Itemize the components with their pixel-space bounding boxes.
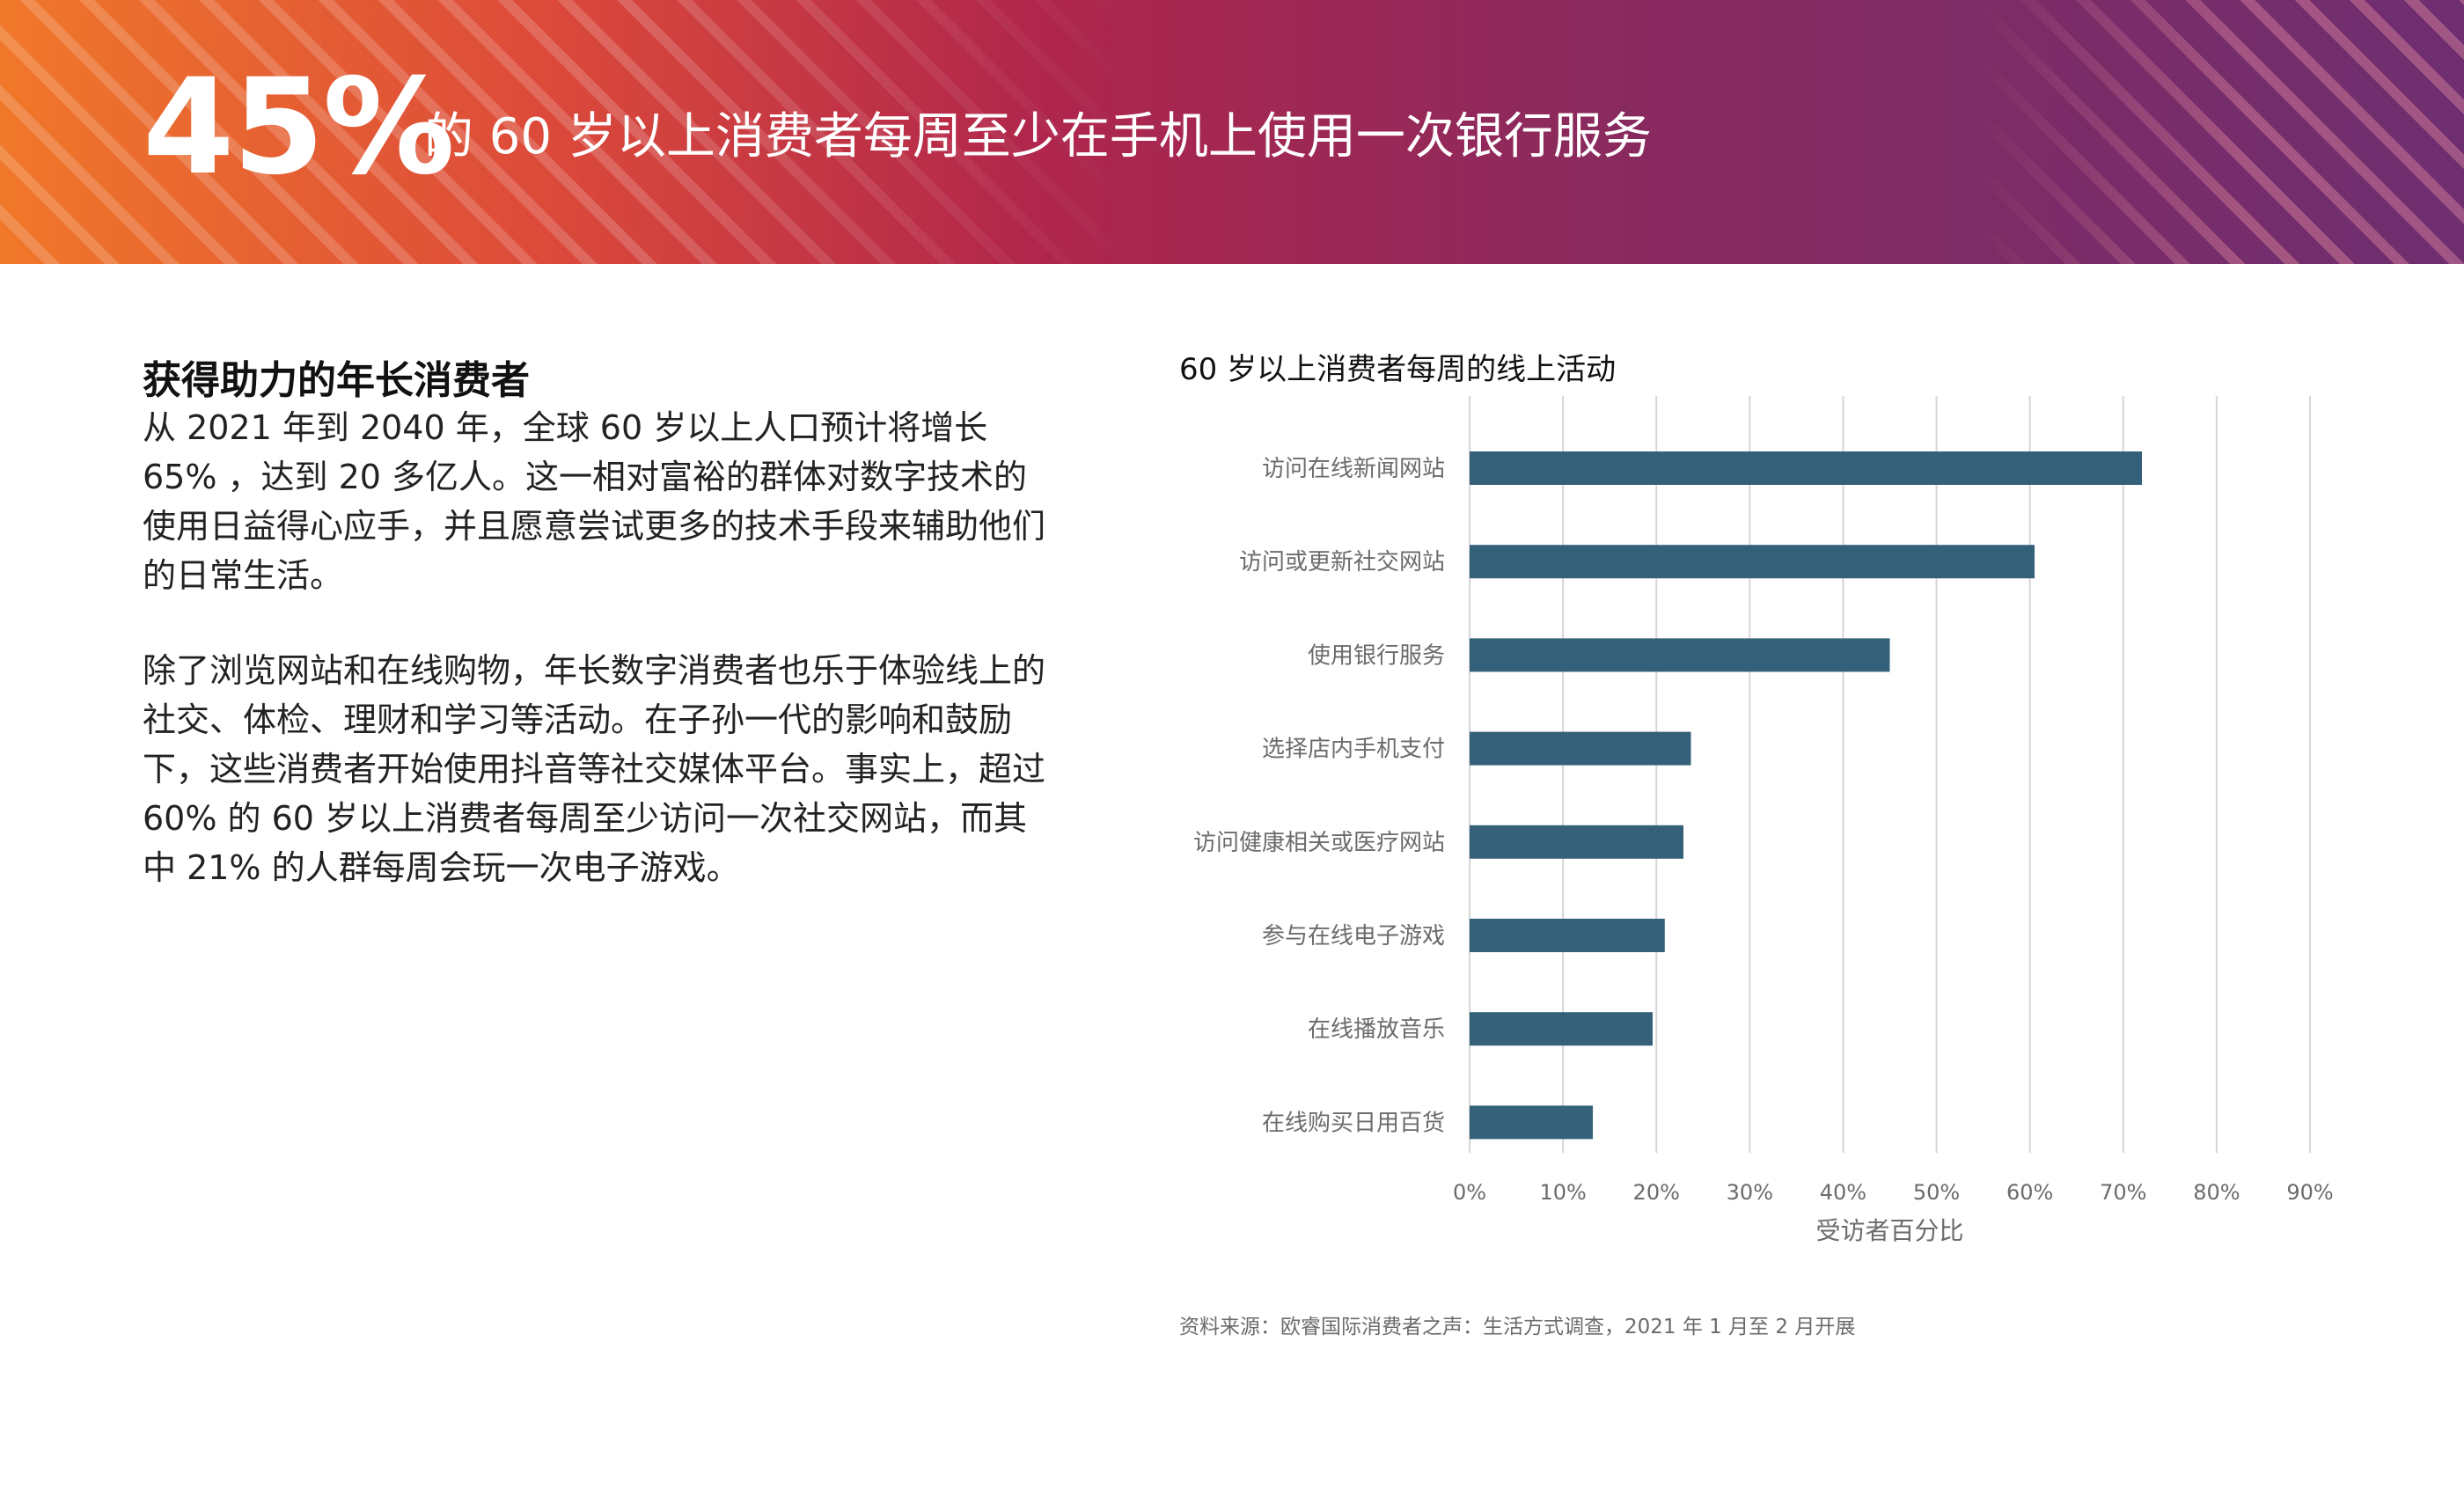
header-banner: 45% 的 60 岁以上消费者每周至少在手机上使用一次银行服务 — [0, 0, 2464, 264]
x-tick-label: 20% — [1633, 1180, 1680, 1205]
category-label: 参与在线电子游戏 — [1262, 923, 1445, 950]
body-paragraph-2: 除了浏览网站和在线购物，年长数字消费者也乐于体验线上的社交、体检、理财和学习等活… — [143, 651, 1046, 887]
bar — [1470, 1105, 1594, 1140]
headline-text: 的 60 岁以上消费者每周至少在手机上使用一次银行服务 — [424, 108, 1652, 165]
headline-stat: 45% — [143, 51, 455, 204]
bar — [1470, 731, 1691, 766]
body-paragraph-1: 从 2021 年到 2040 年，全球 60 岁以上人口预计将增长 65% ，达… — [143, 408, 1046, 595]
bar — [1470, 451, 2142, 485]
category-label: 访问或更新社交网站 — [1239, 549, 1445, 576]
bar — [1470, 919, 1665, 952]
x-tick-label: 40% — [1820, 1180, 1866, 1205]
bar — [1470, 1012, 1653, 1046]
bar — [1470, 825, 1683, 859]
section-heading: 获得助力的年长消费者 — [143, 358, 530, 403]
x-tick-label: 90% — [2286, 1180, 2333, 1205]
x-tick-label: 50% — [1913, 1180, 1960, 1205]
x-tick-label: 10% — [1539, 1180, 1586, 1205]
category-label: 在线播放音乐 — [1308, 1016, 1445, 1043]
source-note: 资料来源：欧睿国际消费者之声：生活方式调查，2021 年 1 月至 2 月开展 — [1179, 1316, 1856, 1338]
category-label: 访问在线新闻网站 — [1262, 456, 1445, 482]
category-label: 使用银行服务 — [1308, 642, 1445, 669]
bar — [1470, 545, 2035, 579]
banner-stripes-left — [0, 0, 1144, 264]
banner-stripes-right — [1971, 0, 2464, 264]
category-label: 访问健康相关或医疗网站 — [1193, 830, 1445, 856]
bar — [1470, 638, 1890, 672]
x-tick-label: 0% — [1453, 1180, 1486, 1205]
bar-chart: 0% 10% 20% 30% 40% 50% 60% 70% 80% 90% 访问在线新闻网站访问或… — [1193, 396, 2334, 1245]
x-axis-title: 受访者百分比 — [1815, 1216, 1963, 1245]
x-tick-label: 80% — [2193, 1180, 2240, 1205]
x-tick-label: 60% — [2006, 1180, 2053, 1205]
x-tick-label: 30% — [1727, 1180, 1773, 1205]
x-tick-label: 70% — [2100, 1180, 2146, 1205]
category-label: 在线购买日用百货 — [1262, 1110, 1445, 1136]
chart-title: 60 岁以上消费者每周的线上活动 — [1179, 352, 1617, 387]
category-label: 选择店内手机支付 — [1262, 737, 1445, 763]
